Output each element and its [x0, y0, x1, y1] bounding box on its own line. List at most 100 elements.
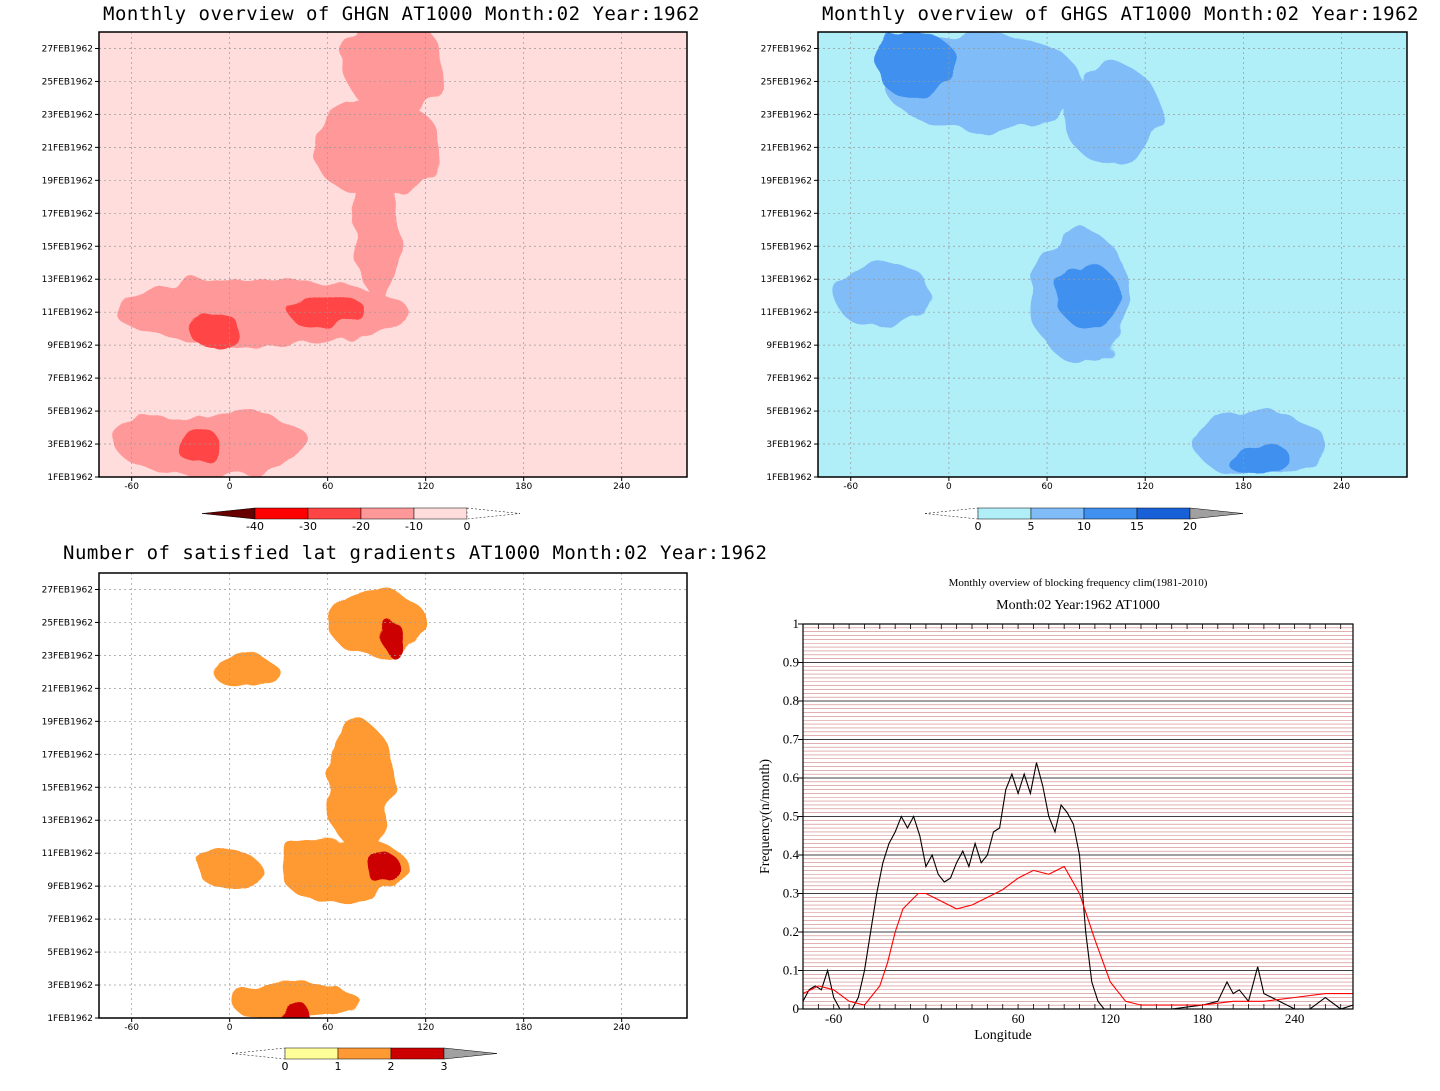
- colorbar-swatch: [254, 507, 309, 520]
- contour-region: [1227, 444, 1293, 477]
- contour-region: [381, 622, 405, 656]
- x-tick-label: 0: [227, 482, 233, 492]
- y-tick-label: 25FEB1962: [42, 618, 93, 628]
- y-tick-label: 9FEB1962: [766, 341, 812, 351]
- x-tick-label: 0: [227, 1023, 233, 1033]
- y-tick-label: 15FEB1962: [761, 242, 812, 252]
- x-tick-label: 240: [613, 482, 630, 492]
- y-tick-label: 23FEB1962: [42, 110, 93, 120]
- colorbar-label: 0: [282, 1060, 289, 1073]
- chart-title-blocking: Monthly overview of blocking frequency c…: [948, 577, 1208, 589]
- x-tick-label: 120: [417, 482, 434, 492]
- y-tick-label: 7FEB1962: [47, 915, 93, 925]
- x-tick-label: 240: [1285, 1011, 1305, 1026]
- y-tick-label: 15FEB1962: [42, 242, 93, 252]
- colorbar-swatch: [466, 507, 521, 520]
- plot-frame: [98, 31, 688, 478]
- contour-region: [1058, 262, 1118, 329]
- y-tick-label: 13FEB1962: [42, 275, 93, 285]
- y-tick-label: 15FEB1962: [42, 783, 93, 793]
- y-tick-label: 9FEB1962: [47, 341, 93, 351]
- contour-regions: [115, 32, 442, 477]
- colorbar-label: -30: [299, 520, 317, 533]
- x-tick-label: 180: [515, 482, 532, 492]
- x-tick-label: 60: [1012, 1011, 1025, 1026]
- y-tick-label: 0.3: [783, 886, 799, 901]
- colorbar-swatch: [413, 507, 468, 520]
- y-tick-label: 11FEB1962: [761, 308, 812, 318]
- contour-region: [213, 655, 279, 689]
- y-tick-label: 0.2: [783, 924, 799, 939]
- y-tick-label: 5FEB1962: [766, 407, 812, 417]
- y-tick-label: 13FEB1962: [761, 275, 812, 285]
- y-tick-label: 1FEB1962: [766, 473, 812, 483]
- plot-frame: [98, 572, 688, 1019]
- contour-region: [174, 427, 220, 461]
- y-tick-label: 27FEB1962: [761, 44, 812, 54]
- plot-frame: [817, 31, 1408, 478]
- colorbar-label: 10: [1077, 520, 1091, 533]
- contour-region: [368, 853, 402, 887]
- y-tick-label: 17FEB1962: [42, 750, 93, 760]
- colorbar-swatch: [390, 1047, 445, 1060]
- y-tick-label: 19FEB1962: [42, 717, 93, 727]
- y-tick-label: 19FEB1962: [42, 176, 93, 186]
- y-tick-label: 9FEB1962: [47, 882, 93, 892]
- blocking-panel: 0 0.1 0.2 0.3 0.4 0.5 0.6 0.7 0.8 0.9 1 -60 0 60 120 18…: [758, 616, 1354, 1043]
- plot-frame: [802, 623, 1354, 1010]
- colorbar-label: 15: [1130, 520, 1144, 533]
- colorbar-swatch: [1083, 507, 1138, 520]
- colorbar-swatch: [1136, 507, 1191, 520]
- y-tick-label: 0.6: [783, 770, 800, 785]
- x-tick-label: -60: [124, 1023, 139, 1033]
- contour-region: [353, 163, 400, 296]
- colorbar-swatch: [1189, 507, 1244, 520]
- colorbar-swatch: [924, 507, 979, 520]
- y-tick-label: 27FEB1962: [42, 585, 93, 595]
- x-tick-label: -60: [124, 482, 139, 492]
- colorbar-label: 2: [388, 1060, 395, 1073]
- y-tick-label: 0.1: [783, 963, 799, 978]
- colorbar: -40 -30 -20 -10 0: [201, 507, 521, 533]
- y-tick-label: 13FEB1962: [42, 816, 93, 826]
- y-tick-label: 23FEB1962: [42, 651, 93, 661]
- contour-fill-group: [115, 32, 442, 477]
- colorbar-label: 1: [335, 1060, 342, 1073]
- x-tick-label: 180: [1235, 482, 1252, 492]
- y-tick-label: 7FEB1962: [766, 374, 812, 384]
- series-line-black: [802, 762, 1354, 1010]
- x-tick-label: 240: [613, 1023, 630, 1033]
- colorbar-swatch: [307, 507, 362, 520]
- x-tick-label: 120: [1137, 482, 1154, 492]
- y-tick-label: 25FEB1962: [42, 77, 93, 87]
- colorbar: 0 5 10 15 20: [924, 507, 1244, 533]
- x-tick-label: -60: [825, 1011, 842, 1026]
- colorbar-label: 5: [1028, 520, 1035, 533]
- y-tick-label: 21FEB1962: [42, 143, 93, 153]
- colorbar: 0 1 2 3: [231, 1047, 498, 1073]
- y-tick-label: 11FEB1962: [42, 308, 93, 318]
- ghgs-panel: -60 0 60 120 180 240 1FEB1962 3FEB1962 5FEB1962 7…: [761, 31, 1408, 533]
- colorbar-label: 20: [1183, 520, 1197, 533]
- chart-title-ghgn: Monthly overview of GHGN AT1000 Month:02…: [103, 3, 700, 25]
- y-tick-label: 0.9: [783, 655, 799, 670]
- y-tick-label: 3FEB1962: [766, 440, 812, 450]
- x-tick-label: 180: [515, 1023, 532, 1033]
- x-tick-label: 60: [322, 482, 334, 492]
- colorbar-swatch: [231, 1047, 286, 1060]
- contour-region: [187, 312, 240, 346]
- ghgn-panel: -60 0 60 120 180 240 1FEB1962 3FEB1962 5FEB1962 7…: [42, 31, 688, 533]
- y-tick-label: 0.5: [783, 809, 799, 824]
- y-tick-label: 5FEB1962: [47, 407, 93, 417]
- x-tick-label: 240: [1333, 482, 1350, 492]
- y-tick-label: 0.8: [783, 693, 799, 708]
- y-tick-label: 1: [793, 616, 800, 631]
- y-tick-label: 27FEB1962: [42, 44, 93, 54]
- chart-title-gradients: Number of satisfied lat gradients AT1000…: [63, 542, 768, 564]
- y-tick-label: 23FEB1962: [761, 110, 812, 120]
- y-tick-label: 3FEB1962: [47, 440, 93, 450]
- colorbar-swatch: [443, 1047, 498, 1060]
- contour-region: [278, 1001, 312, 1018]
- y-tick-label: 1FEB1962: [47, 473, 93, 483]
